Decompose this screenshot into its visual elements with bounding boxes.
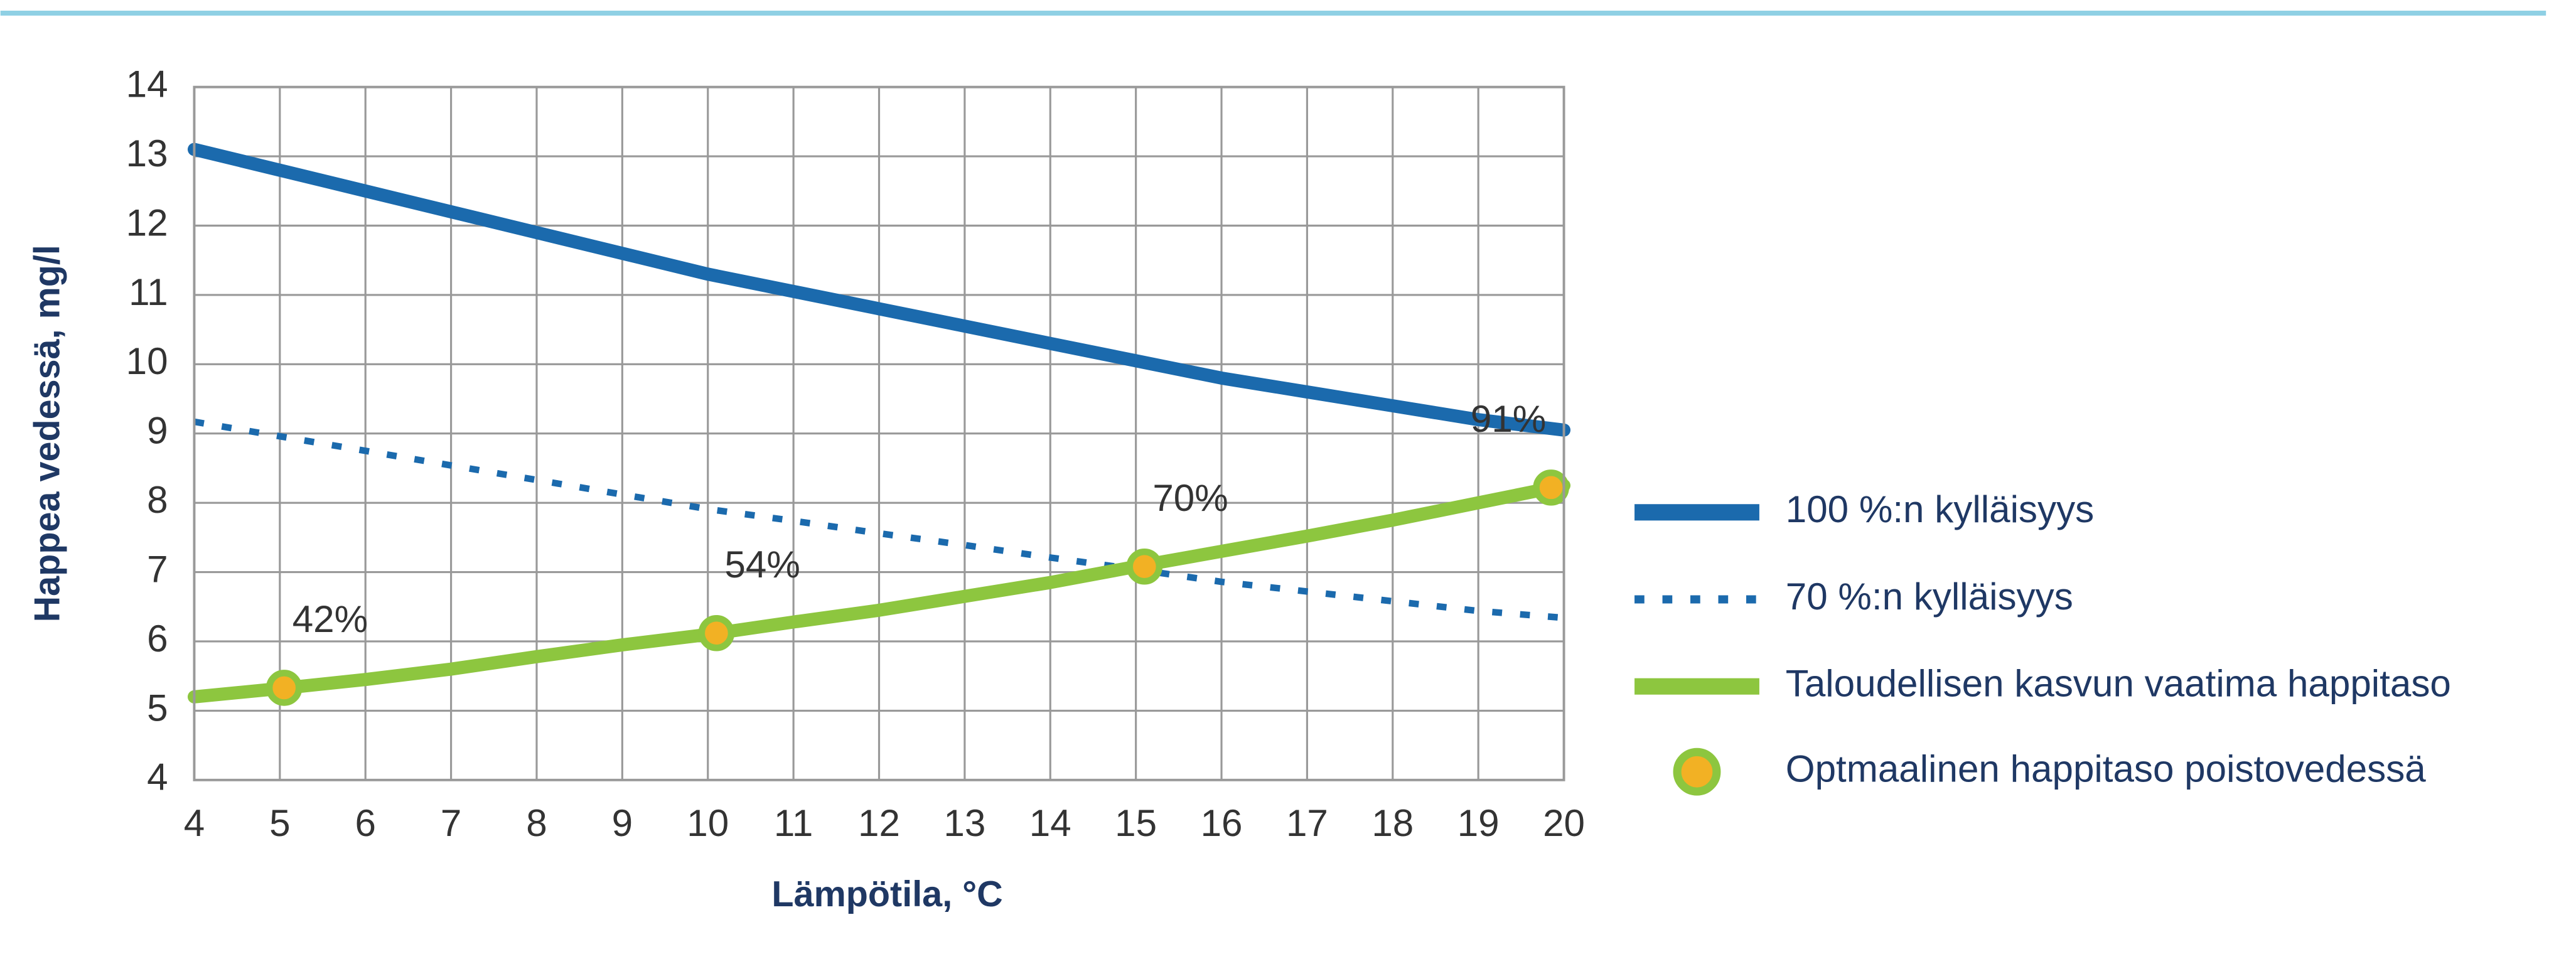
legend-label: 70 %:n kylläisyys xyxy=(1786,576,2073,618)
legend-label: Taloudellisen kasvun vaatima happitaso xyxy=(1786,663,2451,705)
legend-swatch xyxy=(1673,747,1721,796)
x-tick-label: 18 xyxy=(1371,802,1414,844)
optimum-point xyxy=(266,670,303,706)
optimum-point xyxy=(1533,469,1569,506)
y-tick-label: 8 xyxy=(147,479,168,521)
x-tick-label: 4 xyxy=(184,802,205,844)
x-tick-label: 5 xyxy=(269,802,290,844)
x-tick-label: 6 xyxy=(355,802,375,844)
x-tick-label: 20 xyxy=(1543,802,1585,844)
y-tick-label: 4 xyxy=(147,756,168,798)
point-label: 91% xyxy=(1471,398,1546,440)
x-tick-label: 19 xyxy=(1457,802,1500,844)
y-tick-label: 7 xyxy=(147,548,168,590)
y-tick-label: 11 xyxy=(129,271,168,313)
x-tick-label: 11 xyxy=(774,802,813,844)
series-line xyxy=(193,418,1564,621)
x-tick-label: 16 xyxy=(1201,802,1243,844)
point-label: 54% xyxy=(724,544,800,586)
x-tick-label: 7 xyxy=(441,802,461,844)
y-axis-title: Happea vedessä, mg/l xyxy=(27,245,67,622)
y-tick-label: 13 xyxy=(126,132,168,174)
x-tick-label: 10 xyxy=(687,802,729,844)
y-tick-label: 12 xyxy=(126,201,168,244)
y-tick-label: 9 xyxy=(147,410,168,452)
point-label: 70% xyxy=(1152,477,1228,519)
plot-frame xyxy=(193,85,1565,781)
x-tick-label: 13 xyxy=(943,802,985,844)
optimum-point xyxy=(698,614,735,651)
x-tick-label: 14 xyxy=(1029,802,1071,844)
y-tick-label: 14 xyxy=(126,63,168,105)
legend-label: 100 %:n kylläisyys xyxy=(1786,488,2094,530)
x-tick-label: 9 xyxy=(612,802,633,844)
x-tick-label: 12 xyxy=(858,802,900,844)
y-tick-label: 6 xyxy=(147,618,168,660)
x-tick-label: 8 xyxy=(526,802,547,844)
legend-label: Optmaalinen happitaso poistovedessä xyxy=(1786,748,2427,790)
x-axis-title: Lämpötila, °C xyxy=(771,874,1002,914)
point-label: 42% xyxy=(292,598,368,640)
y-tick-label: 10 xyxy=(126,340,168,382)
series-line xyxy=(187,142,1571,437)
x-tick-label: 15 xyxy=(1115,802,1157,844)
optimum-point xyxy=(1126,548,1163,585)
x-tick-label: 17 xyxy=(1286,802,1328,844)
series-line xyxy=(187,479,1571,704)
y-tick-label: 5 xyxy=(147,687,168,729)
